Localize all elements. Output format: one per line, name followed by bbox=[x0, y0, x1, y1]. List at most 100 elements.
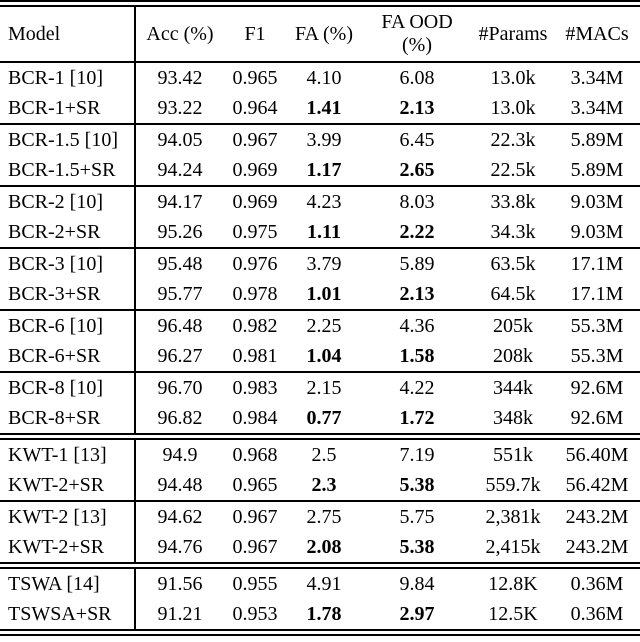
table-row: KWT-2+SR 94.48 0.965 2.3 5.38 559.7k 56.42M bbox=[0, 470, 640, 500]
cell-model: BCR-1 [10] bbox=[8, 67, 103, 89]
cell-params: 2,381k bbox=[485, 506, 541, 528]
cell-macs: 55.3M bbox=[570, 345, 624, 367]
cell-params: 22.5k bbox=[490, 159, 536, 181]
section-rule bbox=[0, 562, 640, 569]
header-params: #Params bbox=[478, 22, 548, 45]
cell-fa-ood: 6.45 bbox=[399, 129, 435, 151]
cell-acc: 93.42 bbox=[134, 63, 224, 93]
cell-macs: 17.1M bbox=[570, 283, 624, 305]
cell-params: 2,415k bbox=[485, 536, 541, 558]
cell-fa: 2.5 bbox=[311, 444, 337, 466]
cell-params: 33.8k bbox=[490, 191, 536, 213]
cell-fa-ood: 6.08 bbox=[399, 67, 435, 89]
header-fa-ood-line2: (%) bbox=[402, 34, 432, 56]
cell-macs: 3.34M bbox=[570, 67, 624, 89]
cell-macs: 55.3M bbox=[570, 315, 624, 337]
cell-params: 205k bbox=[493, 315, 533, 337]
table-row: TSWSA+SR 91.21 0.953 1.78 2.97 12.5K 0.36M bbox=[0, 599, 640, 629]
cell-params: 12.8K bbox=[488, 573, 538, 595]
table-block: BCR-8 [10] 96.70 0.983 2.15 4.22 344k 92.6M BCR… bbox=[0, 373, 640, 433]
table-row: KWT-2+SR 94.76 0.967 2.08 5.38 2,415k 243.2M bbox=[0, 532, 640, 562]
cell-acc: 91.56 bbox=[134, 569, 224, 599]
cell-params: 34.3k bbox=[490, 221, 536, 243]
cell-fa-ood: 7.19 bbox=[399, 444, 435, 466]
cell-fa-ood: 2.13 bbox=[399, 283, 435, 305]
cell-model: KWT-2 [13] bbox=[8, 506, 107, 528]
cell-f1: 0.967 bbox=[232, 129, 278, 151]
header-macs: #MACs bbox=[565, 22, 629, 45]
section-rule bbox=[0, 123, 640, 125]
table-block: BCR-1 [10] 93.42 0.965 4.10 6.08 13.0k 3.34M BC… bbox=[0, 63, 640, 123]
cell-params: 344k bbox=[493, 377, 533, 399]
cell-model: KWT-2+SR bbox=[8, 474, 105, 496]
cell-fa: 2.15 bbox=[306, 377, 342, 399]
cell-fa: 2.75 bbox=[306, 506, 342, 528]
cell-model: BCR-8 [10] bbox=[8, 377, 103, 399]
cell-model: BCR-2 [10] bbox=[8, 191, 103, 213]
cell-fa: 2.25 bbox=[306, 315, 342, 337]
cell-params: 64.5k bbox=[490, 283, 536, 305]
cell-acc: 95.77 bbox=[134, 279, 224, 309]
cell-fa: 1.41 bbox=[306, 97, 342, 119]
cell-macs: 9.03M bbox=[570, 221, 624, 243]
cell-f1: 0.984 bbox=[232, 407, 278, 429]
table-header-row: Model Acc (%) F1 FA (%) FA OOD (%) #Para… bbox=[0, 7, 640, 61]
table-block: BCR-1.5 [10] 94.05 0.967 3.99 6.45 22.3k 5.89M… bbox=[0, 125, 640, 185]
cell-acc: 95.26 bbox=[134, 217, 224, 247]
cell-fa-ood: 8.03 bbox=[399, 191, 435, 213]
table-block: TSWA [14] 91.56 0.955 4.91 9.84 12.8K 0.36M TSW… bbox=[0, 569, 640, 629]
cell-macs: 9.03M bbox=[570, 191, 624, 213]
cell-model: BCR-6 [10] bbox=[8, 315, 103, 337]
header-f1: F1 bbox=[244, 22, 266, 45]
cell-f1: 0.965 bbox=[232, 474, 278, 496]
cell-macs: 243.2M bbox=[565, 506, 629, 528]
cell-f1: 0.978 bbox=[232, 283, 278, 305]
cell-f1: 0.968 bbox=[232, 444, 278, 466]
cell-model: BCR-1.5+SR bbox=[8, 159, 116, 181]
cell-f1: 0.983 bbox=[232, 377, 278, 399]
cell-fa: 2.3 bbox=[311, 474, 337, 496]
cell-macs: 56.40M bbox=[565, 444, 629, 466]
cell-acc: 93.22 bbox=[134, 93, 224, 123]
section-rule bbox=[0, 433, 640, 440]
header-model: Model bbox=[8, 22, 61, 45]
cell-macs: 5.89M bbox=[570, 129, 624, 151]
cell-fa-ood: 5.38 bbox=[399, 474, 435, 496]
cell-model: KWT-2+SR bbox=[8, 536, 105, 558]
cell-fa: 1.11 bbox=[307, 221, 341, 243]
cell-fa-ood: 9.84 bbox=[399, 573, 435, 595]
cell-model: BCR-2+SR bbox=[8, 221, 101, 243]
cell-model: BCR-1.5 [10] bbox=[8, 129, 118, 151]
table-block: BCR-3 [10] 95.48 0.976 3.79 5.89 63.5k 17.1M BC… bbox=[0, 249, 640, 309]
cell-params: 63.5k bbox=[490, 253, 536, 275]
cell-fa: 4.91 bbox=[306, 573, 342, 595]
cell-macs: 56.42M bbox=[565, 474, 629, 496]
header-fa-ood: FA OOD (%) bbox=[362, 7, 472, 61]
table-row: KWT-1 [13] 94.9 0.968 2.5 7.19 551k 56.40M bbox=[0, 440, 640, 470]
table-row: BCR-8 [10] 96.70 0.983 2.15 4.22 344k 92.6M bbox=[0, 373, 640, 403]
cell-fa: 1.78 bbox=[306, 603, 342, 625]
cell-fa: 4.10 bbox=[306, 67, 342, 89]
cell-fa-ood: 5.89 bbox=[399, 253, 435, 275]
cell-macs: 243.2M bbox=[565, 536, 629, 558]
table-block: BCR-2 [10] 94.17 0.969 4.23 8.03 33.8k 9.03M BC… bbox=[0, 187, 640, 247]
cell-fa: 0.77 bbox=[306, 407, 342, 429]
cell-macs: 17.1M bbox=[570, 253, 624, 275]
cell-params: 12.5K bbox=[488, 603, 538, 625]
cell-fa-ood: 5.38 bbox=[399, 536, 435, 558]
cell-fa-ood: 2.13 bbox=[399, 97, 435, 119]
table-row: TSWA [14] 91.56 0.955 4.91 9.84 12.8K 0.36M bbox=[0, 569, 640, 599]
cell-params: 208k bbox=[493, 345, 533, 367]
cell-macs: 3.34M bbox=[570, 97, 624, 119]
table-block: KWT-2 [13] 94.62 0.967 2.75 5.75 2,381k 243.2M… bbox=[0, 502, 640, 562]
cell-model: BCR-1+SR bbox=[8, 97, 101, 119]
cell-acc: 96.82 bbox=[134, 403, 224, 433]
cell-acc: 96.48 bbox=[134, 311, 224, 341]
section-rule bbox=[0, 500, 640, 502]
bottom-rule bbox=[0, 629, 640, 636]
cell-f1: 0.976 bbox=[232, 253, 278, 275]
cell-f1: 0.982 bbox=[232, 315, 278, 337]
cell-model: TSWSA+SR bbox=[8, 603, 112, 625]
cell-macs: 92.6M bbox=[570, 407, 624, 429]
